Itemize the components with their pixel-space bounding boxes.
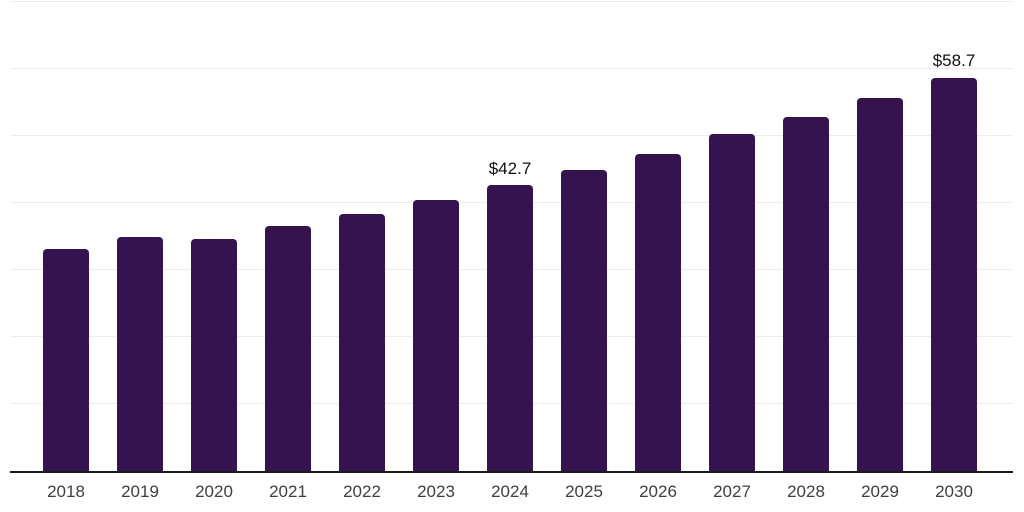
bar-2027 <box>709 134 755 471</box>
x-tick-2024: 2024 <box>491 482 529 501</box>
bar-2029 <box>857 98 903 471</box>
bar-2020 <box>191 238 237 471</box>
bar-2021 <box>265 226 311 471</box>
x-tick-2020: 2020 <box>195 482 233 501</box>
x-tick-2026: 2026 <box>639 482 677 501</box>
gridline-70 <box>10 1 1013 2</box>
plot-area: 2018 2019 2020 2021 2022 2023 2024 2025 2026 2027… <box>10 1 1013 501</box>
bar-2022 <box>339 213 385 471</box>
bar-2028 <box>783 116 829 471</box>
value-label-2024: $42.7 <box>488 158 532 178</box>
gridline-50 <box>10 135 1013 136</box>
x-tick-2019: 2019 <box>121 482 159 501</box>
x-tick-2028: 2028 <box>787 482 825 501</box>
x-tick-2027: 2027 <box>713 482 751 501</box>
bar-2026 <box>635 154 681 471</box>
x-tick-2021: 2021 <box>269 482 307 501</box>
bar-2019 <box>117 237 163 471</box>
x-tick-2023: 2023 <box>417 482 455 501</box>
value-label-2030: $58.7 <box>932 51 976 71</box>
x-tick-2029: 2029 <box>861 482 899 501</box>
x-tick-2018: 2018 <box>47 482 85 501</box>
bar-2025 <box>561 169 607 471</box>
x-tick-2025: 2025 <box>565 482 603 501</box>
bar-2023 <box>413 199 459 471</box>
bar-2018 <box>43 249 89 471</box>
bar-2024 <box>487 184 533 471</box>
gridline-60 <box>10 68 1013 69</box>
bar-2030 <box>931 77 977 471</box>
x-tick-2030: 2030 <box>935 482 973 501</box>
x-tick-2022: 2022 <box>343 482 381 501</box>
